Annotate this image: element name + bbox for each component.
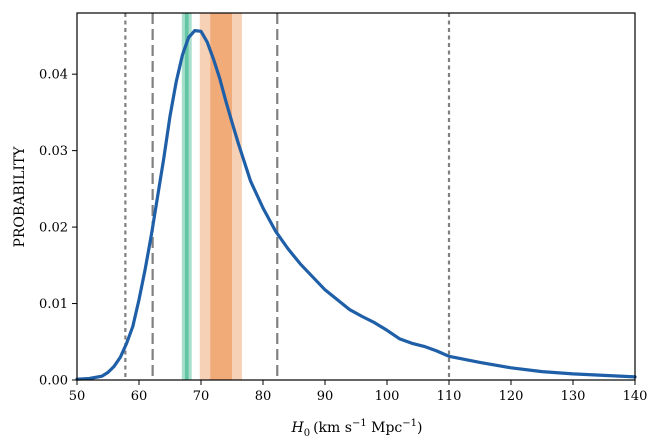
x-axis-unit-c: ) xyxy=(417,420,422,436)
band-1 xyxy=(184,13,189,380)
series-line-0 xyxy=(75,29,637,381)
x-tick-label: 70 xyxy=(193,389,210,404)
vlines-layer xyxy=(124,13,451,380)
x-tick-label: 120 xyxy=(499,389,524,404)
y-axis-title: PROBABILITY xyxy=(12,146,28,248)
x-axis-unit-b: Mpc xyxy=(367,420,403,436)
x-tick-label: 140 xyxy=(623,389,648,404)
series-layer xyxy=(75,29,637,381)
x-tick-label: 60 xyxy=(131,389,148,404)
x-tick-label: 50 xyxy=(69,389,86,404)
x-tick-label: 130 xyxy=(561,389,586,404)
y-axis-ticks: 0.00 0.01 0.02 0.03 0.04 xyxy=(39,68,77,389)
y-tick-label: 0.02 xyxy=(39,221,68,236)
x-axis-sub: 0 xyxy=(304,428,310,439)
x-axis-sup-b: −1 xyxy=(402,418,417,429)
x-axis-sup-a: −1 xyxy=(352,418,367,429)
y-tick-label: 0.03 xyxy=(39,144,68,159)
x-axis-title: H0 (km s−1 Mpc−1) xyxy=(290,418,422,439)
bands-layer xyxy=(181,13,242,380)
x-tick-label: 80 xyxy=(255,389,272,404)
x-axis-ticks: 50 60 70 80 90 100 110 120 130 140 xyxy=(69,380,648,404)
y-tick-label: 0.01 xyxy=(39,297,68,312)
y-tick-label: 0.04 xyxy=(39,68,68,83)
plot-frame xyxy=(76,12,636,381)
x-tick-label: 110 xyxy=(437,389,462,404)
band-3 xyxy=(210,13,232,380)
x-axis-unit-a: (km s xyxy=(313,420,352,436)
y-tick-label: 0.00 xyxy=(39,374,68,389)
x-axis-var: H xyxy=(290,420,304,436)
x-tick-label: 100 xyxy=(375,389,400,404)
x-tick-label: 90 xyxy=(317,389,334,404)
